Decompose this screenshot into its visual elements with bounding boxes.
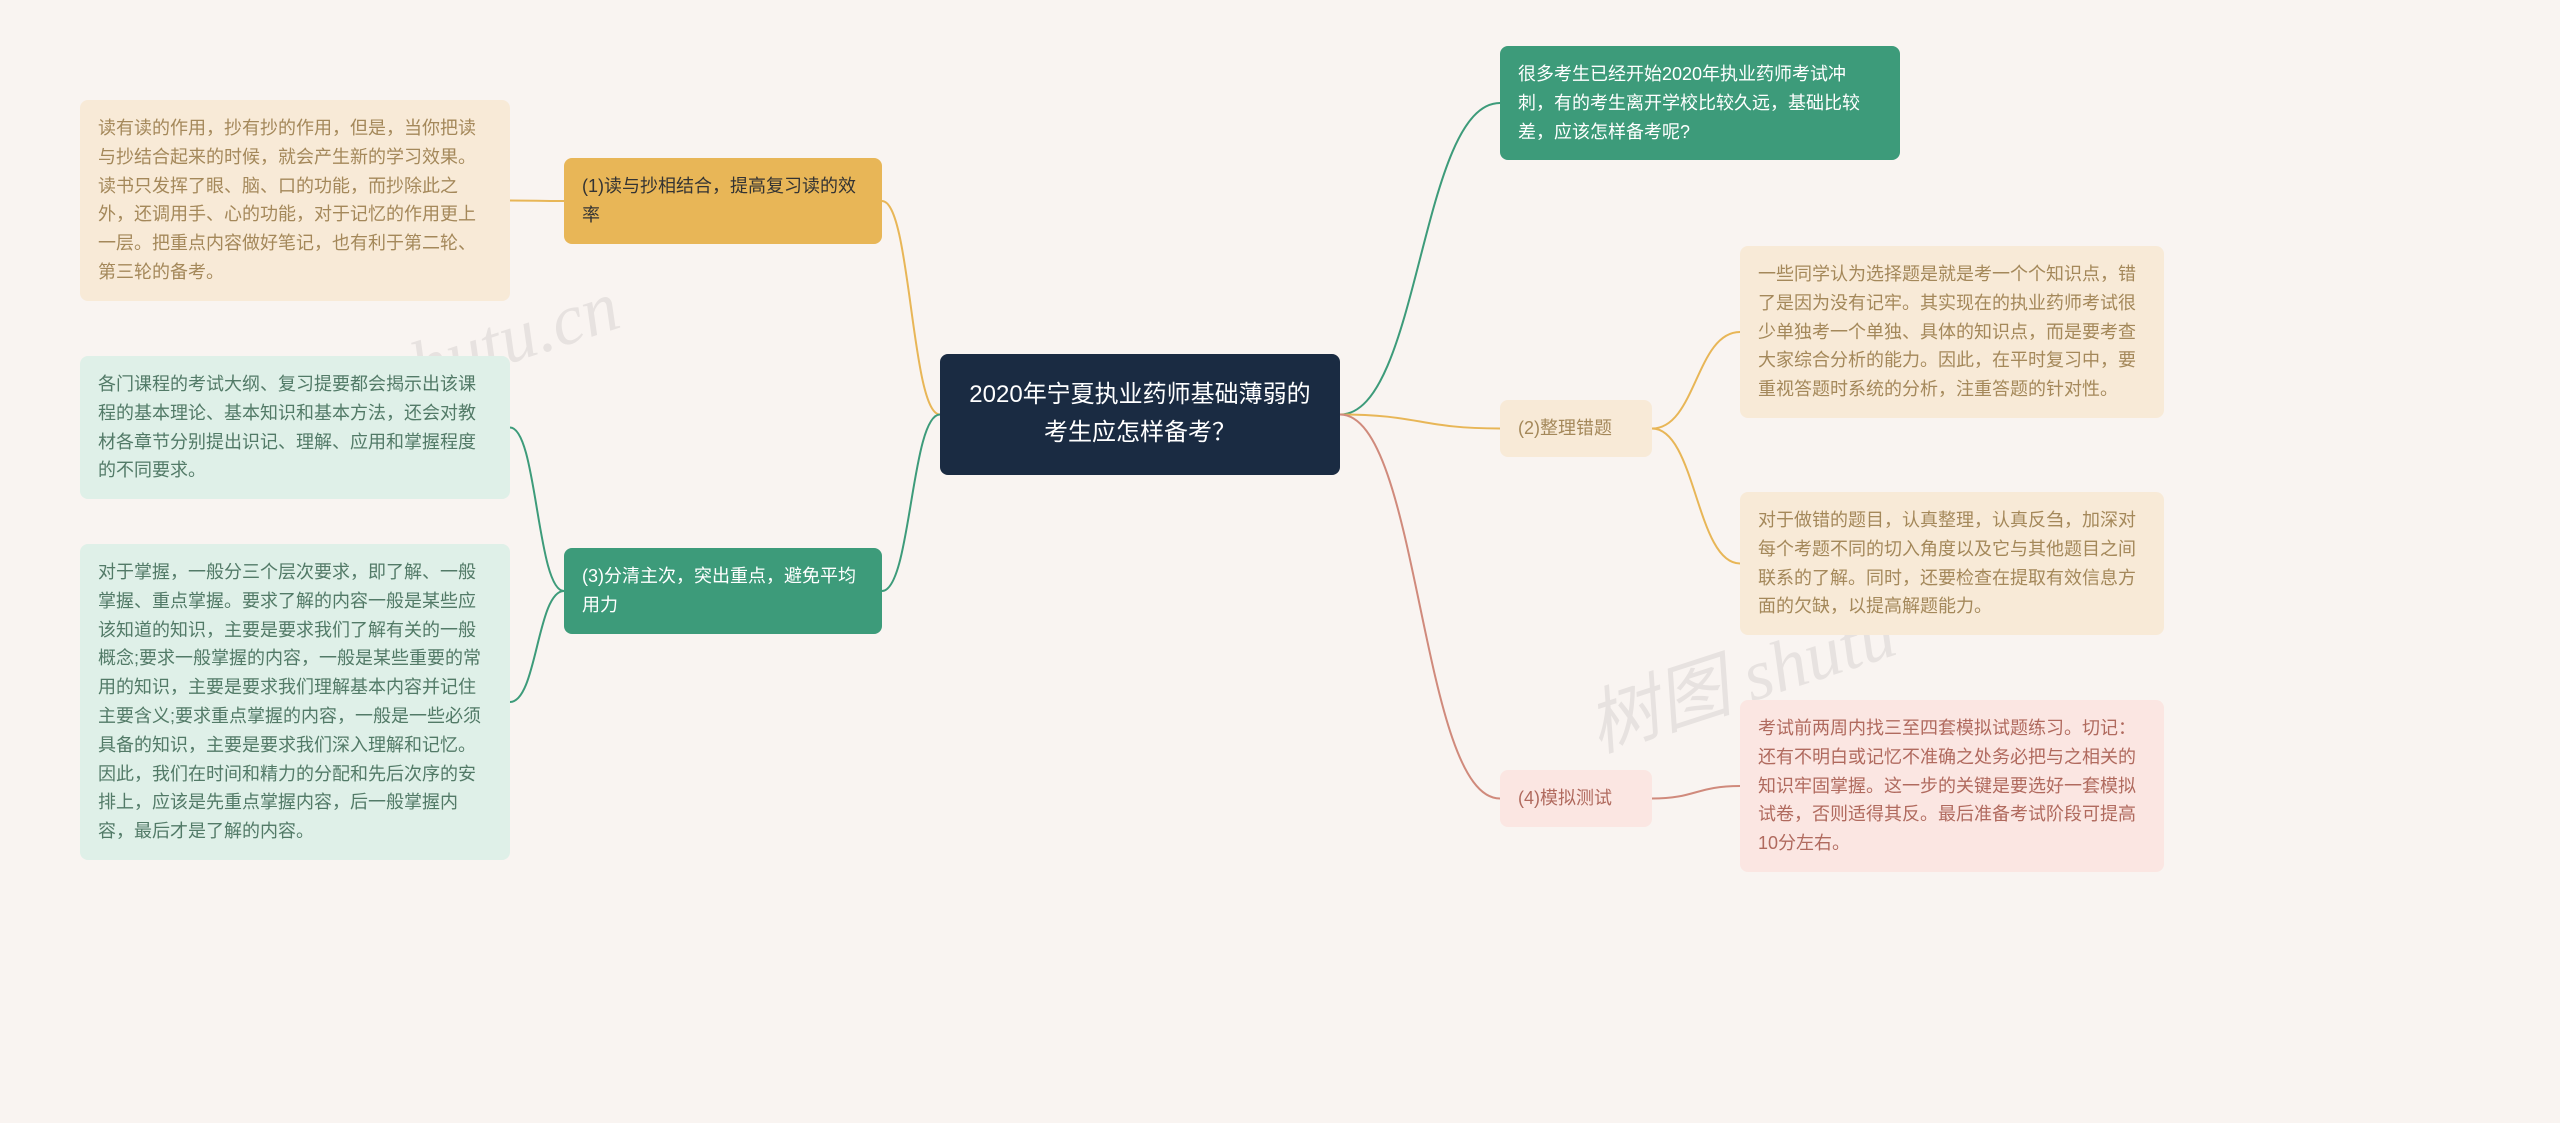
tip2-detail-b: 对于做错的题目，认真整理，认真反刍，加深对每个考题不同的切入角度以及它与其他题目… <box>1740 492 2164 635</box>
tip3-detail-b: 对于掌握，一般分三个层次要求，即了解、一般掌握、重点掌握。要求了解的内容一般是某… <box>80 544 510 860</box>
tip4-node: (4)模拟测试 <box>1500 770 1652 827</box>
tip3-node: (3)分清主次，突出重点，避免平均用力 <box>564 548 882 634</box>
tip1-detail: 读有读的作用，抄有抄的作用，但是，当你把读与抄结合起来的时候，就会产生新的学习效… <box>80 100 510 301</box>
tip2-detail-a: 一些同学认为选择题是就是考一个个知识点，错了是因为没有记牢。其实现在的执业药师考… <box>1740 246 2164 418</box>
tip4-detail: 考试前两周内找三至四套模拟试题练习。切记：还有不明白或记忆不准确之处务必把与之相… <box>1740 700 2164 872</box>
tip2-node: (2)整理错题 <box>1500 400 1652 457</box>
root-node: 2020年宁夏执业药师基础薄弱的考生应怎样备考？ <box>940 354 1340 475</box>
tip3-detail-a: 各门课程的考试大纲、复习提要都会揭示出该课程的基本理论、基本知识和基本方法，还会… <box>80 356 510 499</box>
tip1-node: (1)读与抄相结合，提高复习读的效率 <box>564 158 882 244</box>
intro-node: 很多考生已经开始2020年执业药师考试冲刺，有的考生离开学校比较久远，基础比较差… <box>1500 46 1900 160</box>
